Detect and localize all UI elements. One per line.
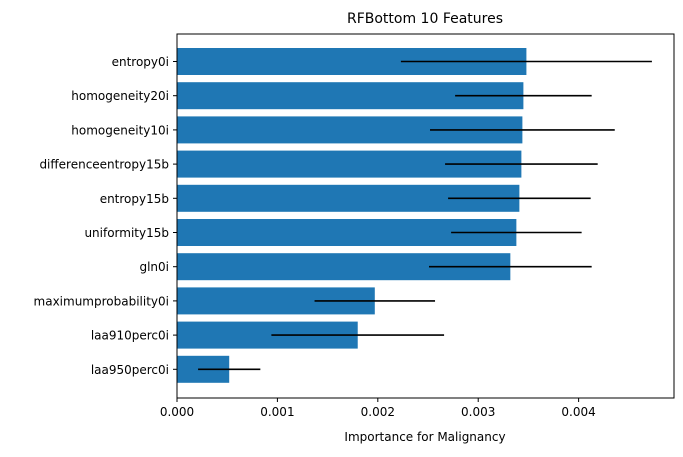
- y-tick-label: homogeneity20i: [71, 89, 169, 103]
- y-tick-label: differenceentropy15b: [39, 158, 169, 172]
- y-tick-label: maximumprobability0i: [34, 294, 169, 308]
- y-axis: entropy0i homogeneity20i homogeneity10i dif…: [34, 55, 177, 377]
- y-tick-label: uniformity15b: [84, 226, 169, 240]
- x-axis: 0.000 0.001 0.002 0.003 0.004: [160, 398, 596, 419]
- chart-title: RFBottom 10 Features: [347, 11, 503, 27]
- x-tick-label: 0.003: [461, 405, 495, 419]
- x-tick-label: 0.000: [160, 405, 194, 419]
- x-tick-label: 0.004: [561, 405, 595, 419]
- x-axis-label: Importance for Malignancy: [344, 430, 505, 444]
- y-tick-label: laa910perc0i: [91, 329, 169, 343]
- bars-layer: [177, 48, 527, 383]
- plot-frame: [176, 33, 675, 399]
- y-tick-label: entropy15b: [100, 192, 169, 206]
- y-tick-label: laa950perc0i: [91, 363, 169, 377]
- y-tick-label: homogeneity10i: [71, 123, 169, 137]
- error-bars-layer: [198, 60, 652, 371]
- y-tick-label: entropy0i: [112, 55, 169, 69]
- x-tick-label: 0.001: [260, 405, 294, 419]
- x-tick-label: 0.002: [361, 405, 395, 419]
- y-tick-label: gln0i: [139, 260, 169, 274]
